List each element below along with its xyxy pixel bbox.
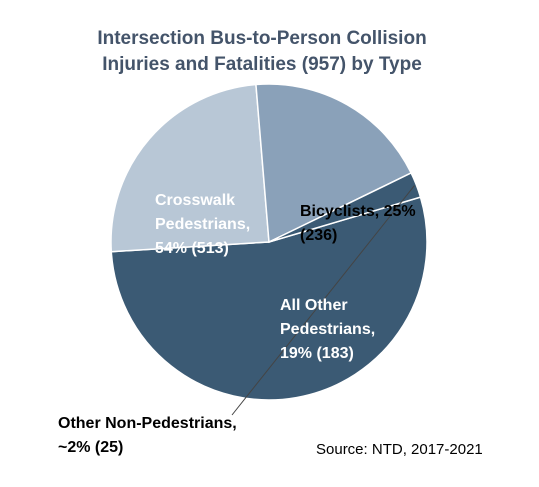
slice-label-bicyclists: Bicyclists, 25% (236) <box>300 203 416 244</box>
slice-label-all-other-pedestrians: All Other Pedestrians, 19% (183) <box>280 297 375 362</box>
slice-labels: Crosswalk Pedestrians, 54% (513) Bicyclists… <box>58 192 416 456</box>
pie-slices <box>110 83 428 401</box>
pie-slice-crosswalk-pedestrians <box>110 196 428 401</box>
chart-title-line-1: Intersection Bus-to-Person Collision <box>97 28 426 49</box>
source-note: Source: NTD, 2017-2021 <box>316 441 483 458</box>
pie-slice-other-non-pedestrians <box>268 171 422 243</box>
chart-title-line-2: Injuries and Fatalities (957) by Type <box>102 54 422 75</box>
pie-slice-all-other-pedestrians <box>255 83 413 244</box>
slice-label-other-non-pedestrians: Other Non-Pedestrians, ~2% (25) <box>58 415 237 456</box>
pie-slice-bicyclists <box>110 83 270 253</box>
leader-line <box>231 185 415 416</box>
slice-label-crosswalk-pedestrians: Crosswalk Pedestrians, 54% (513) <box>155 192 250 257</box>
